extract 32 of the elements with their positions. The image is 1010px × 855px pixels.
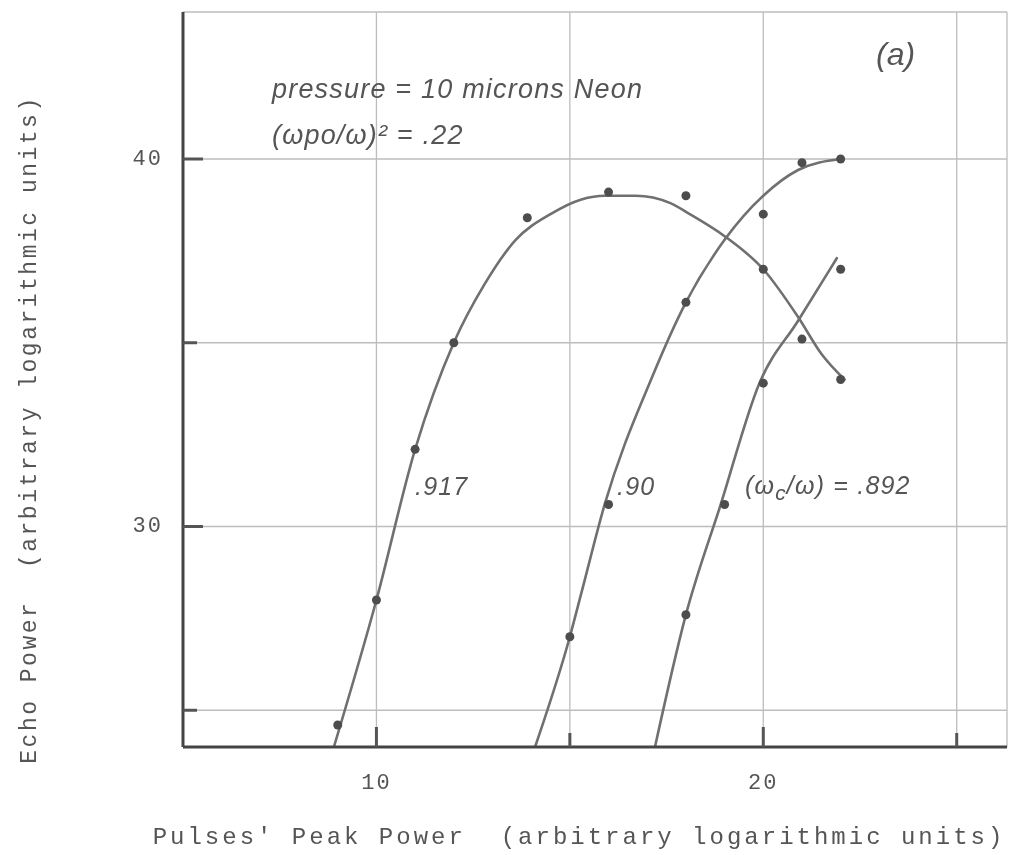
annotation: .917 — [415, 472, 469, 500]
annotation: .90 — [617, 472, 656, 500]
point — [720, 499, 730, 509]
point — [758, 378, 768, 388]
annotation: pressure = 10 microns Neon — [272, 74, 644, 104]
point — [565, 632, 575, 642]
point — [797, 334, 807, 344]
point — [836, 264, 846, 274]
y-axis-title: Echo Power (arbitrary logarithmic units) — [17, 95, 43, 764]
annotation: (ωpo/ω)² = .22 — [272, 120, 464, 150]
point — [522, 213, 532, 223]
point — [758, 209, 768, 219]
x-tick-label: 10 — [361, 770, 392, 796]
point — [449, 338, 459, 348]
point — [681, 297, 691, 307]
point — [836, 154, 846, 164]
point — [604, 187, 614, 197]
point — [681, 191, 691, 201]
text: (a) — [876, 36, 916, 72]
point — [758, 264, 768, 274]
point — [333, 720, 343, 730]
x-axis-title: Pulses' Peak Power (arbitrary logarithmic units) — [152, 823, 1006, 851]
point — [681, 610, 691, 620]
x-tick-label: 20 — [748, 770, 779, 796]
point — [410, 444, 420, 454]
point — [604, 499, 614, 509]
point — [797, 158, 807, 168]
annotation: (ω$_{c}$/ω) = .892 — [745, 471, 911, 504]
y-tick-label: 40 — [132, 146, 163, 172]
y-tick-label: 30 — [132, 514, 163, 539]
point — [371, 595, 381, 605]
point — [836, 375, 846, 384]
